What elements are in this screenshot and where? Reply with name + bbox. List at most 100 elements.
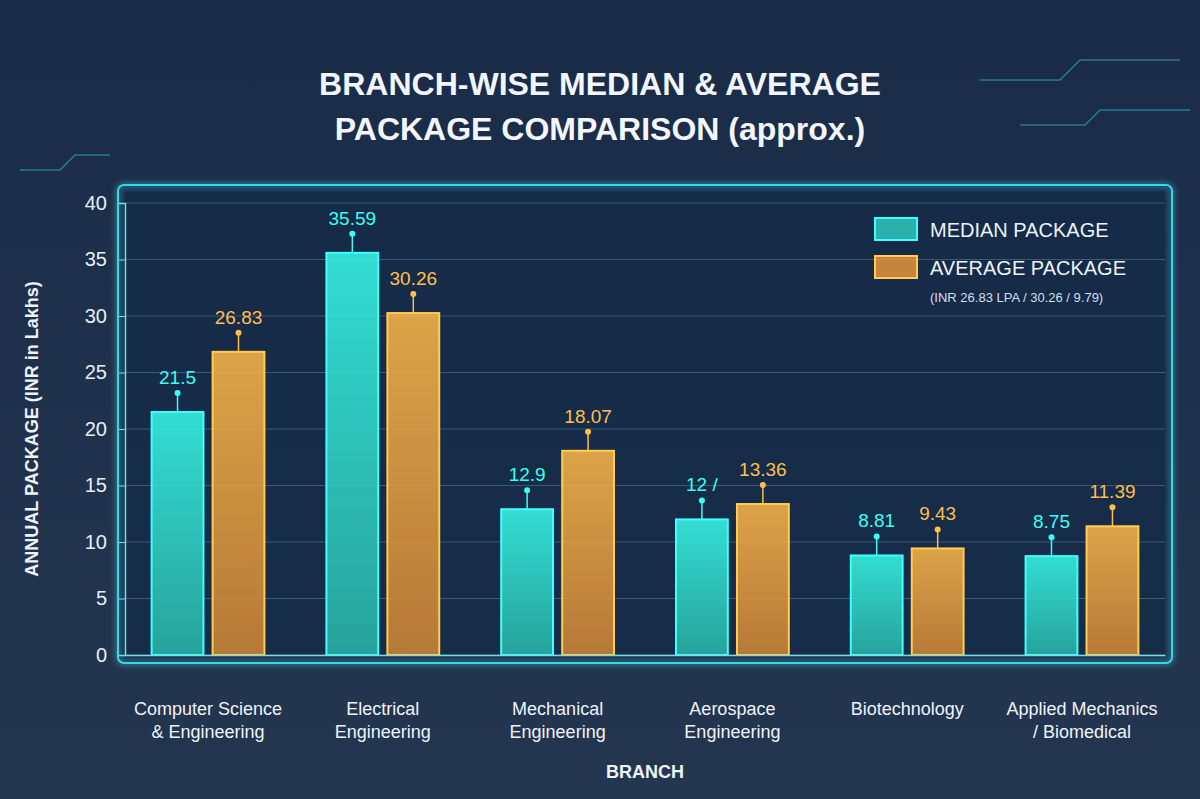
- title-line: BRANCH-WISE MEDIAN & AVERAGE: [319, 66, 881, 102]
- label-stem: [352, 235, 354, 253]
- y-tick: 25: [85, 361, 125, 383]
- y-tick: 30: [85, 305, 125, 327]
- grid-line: [125, 429, 1165, 430]
- bar: [851, 555, 903, 655]
- label-stem: [701, 501, 703, 519]
- label-dot: [349, 231, 355, 237]
- label-dot: [524, 487, 530, 493]
- y-tick: 0: [96, 644, 125, 666]
- circuit-line: [20, 155, 110, 170]
- bar: [326, 253, 378, 655]
- y-tick-mark: [119, 203, 125, 204]
- data-label: 9.43: [919, 503, 956, 524]
- x-tick-label: Applied Mechanics / Biomedical: [1006, 699, 1157, 742]
- y-axis-title: ANNUAL PACKAGE (INR in Lakhs): [22, 281, 42, 576]
- y-tick-mark: [119, 429, 125, 430]
- label-dot: [410, 291, 416, 297]
- x-tick-label-line: / Biomedical: [1033, 722, 1131, 742]
- x-tick-label-line: Engineering: [684, 722, 780, 742]
- bar: [1026, 556, 1078, 655]
- x-axis-line: [126, 655, 1166, 657]
- y-tick-label: 5: [96, 587, 107, 609]
- grid: [125, 203, 1165, 655]
- legend-label: AVERAGE PACKAGE: [930, 257, 1126, 279]
- label-stem: [1051, 538, 1053, 556]
- label-stem: [413, 295, 415, 313]
- data-label: 21.5: [159, 367, 196, 388]
- y-tick-label: 40: [85, 192, 107, 214]
- data-labels: 21.535.5912.912 /8.818.7526.8330.2618.07…: [159, 208, 1135, 556]
- bar: [737, 504, 789, 655]
- decoration: [20, 60, 1190, 170]
- y-tick-mark: [119, 486, 125, 487]
- legend-swatch: [875, 256, 917, 278]
- data-label: 30.26: [390, 268, 438, 289]
- y-tick: 10: [85, 531, 125, 553]
- title-line: PACKAGE COMPARISON (approx.): [335, 111, 865, 147]
- bar: [562, 451, 614, 655]
- data-label: 8.81: [858, 510, 895, 531]
- label-stem: [177, 394, 179, 412]
- data-label: 26.83: [215, 307, 263, 328]
- x-tick-label: AerospaceEngineering: [684, 699, 780, 742]
- y-tick-mark: [119, 542, 125, 543]
- y-tick-mark: [119, 655, 125, 656]
- x-tick: Mechanical Engineering: [510, 655, 606, 742]
- y-tick-label: 30: [85, 305, 107, 327]
- x-tick-label: Mechanical Engineering: [510, 699, 606, 742]
- label-dot: [175, 390, 181, 396]
- label-dot: [236, 330, 242, 336]
- label-stem: [762, 486, 764, 504]
- grid-line: [125, 485, 1165, 486]
- data-label: 12.9: [509, 464, 546, 485]
- bar: [501, 509, 553, 655]
- y-tick-label: 15: [85, 474, 107, 496]
- label-dot: [699, 497, 705, 503]
- x-tick: Computer Science& Engineering: [134, 655, 282, 742]
- x-tick-label-line: Engineering: [510, 722, 606, 742]
- data-label: 18.07: [564, 406, 612, 427]
- x-tick-label-line: Mechanical: [512, 699, 603, 719]
- y-tick-label: 10: [85, 531, 107, 553]
- y-tick-label: 35: [85, 248, 107, 270]
- legend: MEDIAN PACKAGE AVERAGE PACKAGE (INR 26.83 …: [875, 218, 1126, 305]
- grid-line: [125, 372, 1165, 373]
- grid-line: [125, 203, 1165, 204]
- x-tick-label-line: Biotechnology: [851, 699, 964, 719]
- circuit-line: [980, 60, 1180, 80]
- annotation: (INR 26.83 LPA / 30.26 / 9.79): [930, 290, 1103, 305]
- bar: [1087, 526, 1139, 655]
- chart-title: BRANCH-WISE MEDIAN & AVERAGE PACKAGE COMP…: [319, 66, 881, 147]
- x-tick: Applied Mechanics / Biomedical: [1006, 655, 1157, 742]
- y-tick-label: 20: [85, 418, 107, 440]
- plot-frame: [118, 185, 1172, 663]
- x-tick-label-line: Engineering: [335, 722, 431, 742]
- circuit-line: [1020, 110, 1190, 125]
- label-dot: [935, 526, 941, 532]
- bar: [213, 352, 265, 655]
- grid-line: [125, 598, 1165, 599]
- y-axis-line: [119, 204, 126, 656]
- grid-line: [125, 316, 1165, 317]
- data-label: 8.75: [1033, 511, 1070, 532]
- label-stem: [587, 433, 589, 451]
- bars: [152, 253, 1139, 655]
- data-label: 11.39: [1089, 481, 1135, 502]
- legend-label: MEDIAN PACKAGE: [930, 219, 1109, 241]
- y-tick: 5: [96, 587, 125, 609]
- label-dot: [585, 429, 591, 435]
- label-stem: [876, 537, 878, 555]
- x-tick: AerospaceEngineering: [684, 655, 780, 742]
- label-stem: [526, 491, 528, 509]
- y-tick: 20: [85, 418, 125, 440]
- y-tick: 40: [85, 192, 125, 214]
- bar: [912, 548, 964, 655]
- x-tick: Biotechnology: [851, 655, 964, 719]
- grid-line: [125, 655, 1165, 656]
- bar: [676, 519, 728, 655]
- data-label: 12 /: [686, 474, 718, 495]
- x-tick-label-line: Applied Mechanics: [1006, 699, 1157, 719]
- label-stem: [937, 530, 939, 548]
- x-tick-label-line: Electrical: [346, 699, 419, 719]
- x-axis-title: BRANCH: [606, 762, 684, 782]
